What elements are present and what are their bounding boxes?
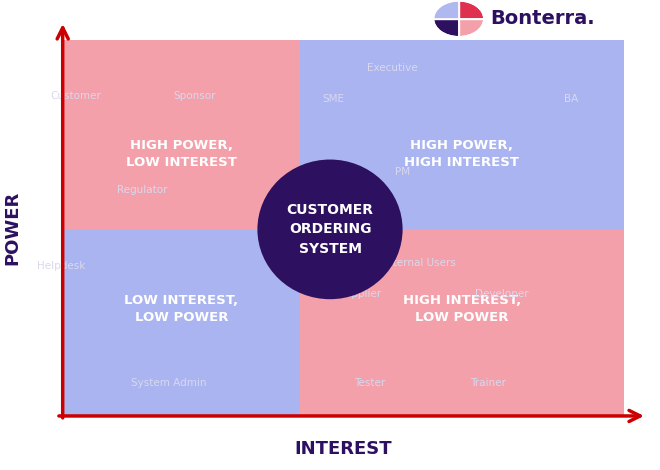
Bar bbox=[300, 40, 624, 230]
Wedge shape bbox=[434, 19, 459, 37]
Text: Customer: Customer bbox=[50, 91, 102, 102]
Text: POWER: POWER bbox=[3, 191, 21, 265]
Text: HIGH POWER,
HIGH INTEREST: HIGH POWER, HIGH INTEREST bbox=[405, 139, 519, 169]
Wedge shape bbox=[434, 1, 459, 19]
Bar bbox=[300, 230, 624, 416]
Bar bbox=[63, 230, 300, 416]
Text: BA: BA bbox=[564, 94, 578, 104]
Text: Tester: Tester bbox=[354, 378, 385, 388]
Text: Developer: Developer bbox=[475, 289, 529, 299]
Text: Trainer: Trainer bbox=[471, 378, 506, 388]
Text: System Admin: System Admin bbox=[131, 378, 206, 388]
Text: Bonterra.: Bonterra. bbox=[490, 9, 595, 28]
Text: Sponsor: Sponsor bbox=[174, 91, 216, 102]
Wedge shape bbox=[459, 1, 484, 19]
Text: Regulator: Regulator bbox=[117, 185, 167, 196]
Wedge shape bbox=[459, 19, 484, 37]
Text: Supplier: Supplier bbox=[338, 289, 381, 299]
Bar bbox=[63, 40, 300, 230]
Text: LOW INTEREST,
LOW POWER: LOW INTEREST, LOW POWER bbox=[125, 294, 238, 324]
Text: Internal Users: Internal Users bbox=[383, 258, 455, 268]
Text: INTEREST: INTEREST bbox=[294, 440, 392, 458]
Text: HIGH INTEREST,
LOW POWER: HIGH INTEREST, LOW POWER bbox=[403, 294, 521, 324]
Text: Executive: Executive bbox=[368, 63, 418, 73]
Ellipse shape bbox=[257, 159, 403, 299]
Text: PM: PM bbox=[395, 166, 410, 177]
Text: Helpdesk: Helpdesk bbox=[36, 260, 85, 271]
Text: SME: SME bbox=[322, 94, 345, 104]
Text: CUSTOMER
ORDERING
SYSTEM: CUSTOMER ORDERING SYSTEM bbox=[286, 203, 374, 256]
Text: HIGH POWER,
LOW INTEREST: HIGH POWER, LOW INTEREST bbox=[126, 139, 237, 169]
